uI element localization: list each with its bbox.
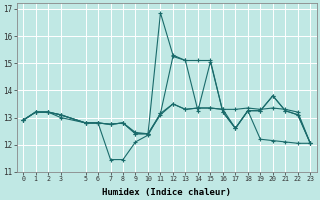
X-axis label: Humidex (Indice chaleur): Humidex (Indice chaleur)	[102, 188, 231, 197]
